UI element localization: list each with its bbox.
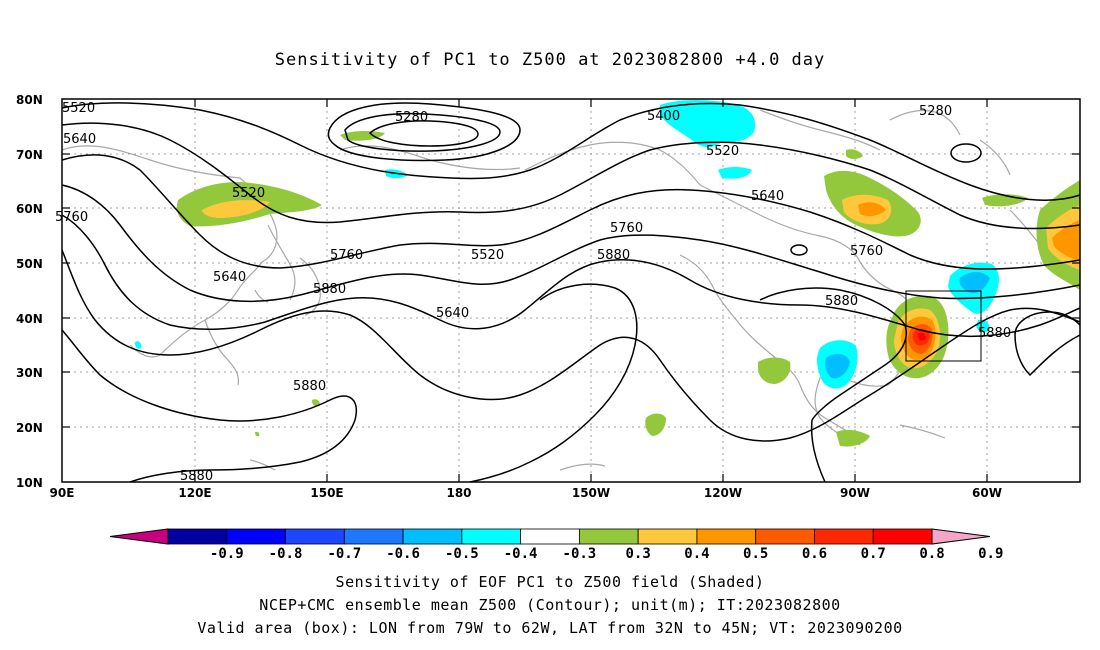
contour-label: 5640 [63, 132, 96, 147]
colorbar-cell [814, 528, 874, 545]
contour-label: 5760 [55, 210, 88, 225]
colorbar-cell [520, 528, 580, 545]
colorbar-tick-label: -0.7 [327, 546, 361, 562]
lat-label: 30N [16, 366, 43, 380]
colorbar-tick-label: 0.3 [626, 546, 651, 562]
contour-label: 5520 [62, 101, 95, 116]
map-title: Sensitivity of PC1 to Z500 at 2023082800… [274, 50, 826, 70]
colorbar-cell [343, 528, 404, 545]
contour-label: 5640 [213, 270, 246, 285]
contour-label: 5640 [436, 306, 469, 321]
lon-label: 90W [840, 486, 870, 500]
caption-shaded: Sensitivity of EOF PC1 to Z500 field (Sh… [335, 573, 765, 591]
lat-label: 70N [16, 148, 43, 162]
lon-label: 180 [446, 486, 471, 500]
contour-label: 5400 [647, 109, 680, 124]
colorbar-cell [578, 528, 639, 545]
shaded-sensitivity [135, 100, 1080, 447]
colorbar-tick-label: 0.6 [802, 546, 827, 562]
colorbar-arrow-min [109, 528, 169, 545]
contour-label: 5520 [706, 144, 739, 159]
lon-label: 90E [50, 486, 75, 500]
colorbar-tick-label: -0.6 [386, 546, 420, 562]
latitude-labels: 80N 70N 60N 50N 40N 30N 20N 10N [16, 93, 43, 490]
colorbar-cell [637, 528, 698, 545]
colorbar-tick-label: -0.5 [445, 546, 479, 562]
contour-label: 5760 [850, 244, 883, 259]
colorbar-arrow-max [931, 528, 991, 545]
lat-label: 10N [16, 476, 43, 490]
colorbar-tick-label: 0.4 [684, 546, 709, 562]
lon-label: 60W [972, 486, 1002, 500]
lon-label: 120W [704, 486, 742, 500]
contour-label: 5520 [471, 248, 504, 263]
colorbar-tick-label: 0.7 [861, 546, 886, 562]
lon-label: 150W [572, 486, 610, 500]
colorbar-cell [285, 528, 345, 545]
contour-label: 5880 [293, 379, 326, 394]
longitude-labels: 90E 120E 150E 180 150W 120W 90W 60W [50, 486, 1002, 500]
valid-area-box [905, 290, 982, 362]
contour-label: 5880 [978, 326, 1011, 341]
contour-label: 5880 [313, 282, 346, 297]
caption-valid-area: Valid area (box): LON from 79W to 62W, L… [197, 619, 903, 637]
colorbar-tick-label: -0.4 [504, 546, 538, 562]
contour-label: 5280 [919, 104, 952, 119]
lon-label: 150E [310, 486, 343, 500]
map-frame [61, 98, 1081, 483]
contour-label: 5520 [232, 186, 265, 201]
z500-contours [61, 102, 1081, 483]
colorbar-tick-label: -0.9 [210, 546, 244, 562]
contour-label: 5880 [825, 294, 858, 309]
caption-contour: NCEP+CMC ensemble mean Z500 (Contour); u… [259, 596, 841, 614]
lat-label: 20N [16, 421, 43, 435]
lat-label: 40N [16, 312, 43, 326]
contour-label: 5880 [597, 248, 630, 263]
colorbar-cell [696, 528, 757, 545]
contour-labels: 5520 5640 5760 5280 5520 5640 5760 5880 … [55, 101, 1011, 484]
lat-label: 50N [16, 257, 43, 271]
colorbar-tick-label: -0.8 [269, 546, 303, 562]
colorbar-cell [461, 528, 522, 545]
contour-label: 5760 [610, 221, 643, 236]
colorbar-tick-label: 0.9 [978, 546, 1003, 562]
contour-label: 5760 [330, 248, 363, 263]
contour-label: 5880 [180, 469, 213, 484]
colorbar-cell [402, 528, 463, 545]
contour-label: 5280 [395, 110, 428, 125]
colorbar-tick-label: -0.3 [563, 546, 597, 562]
tick-marks [62, 99, 1080, 482]
colorbar-cell [872, 528, 933, 545]
lat-label: 80N [16, 93, 43, 107]
colorbar-cell [755, 528, 815, 545]
colorbar-cell [167, 528, 228, 545]
colorbar-tick-label: 0.5 [743, 546, 768, 562]
contour-label: 5640 [751, 189, 784, 204]
colorbar-tick-label: 0.8 [919, 546, 944, 562]
lat-label: 60N [16, 202, 43, 216]
colorbar-cell [226, 528, 286, 545]
lon-label: 120E [178, 486, 211, 500]
